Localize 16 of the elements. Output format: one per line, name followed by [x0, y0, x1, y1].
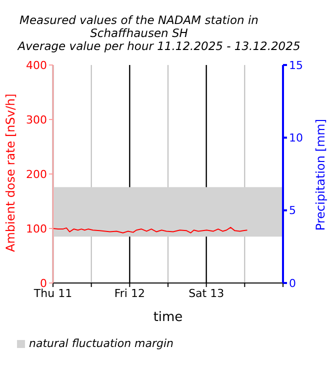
y2-axis-title: Precipitation [mm] [313, 119, 328, 231]
x-tick-label: Fri 12 [114, 286, 145, 300]
x-axis-title: time [153, 310, 183, 325]
y-tick-label: 400 [26, 58, 47, 72]
y-tick-label: 200 [26, 168, 47, 181]
y2-tick-label: 10 [289, 132, 303, 145]
y2-tick-label: 5 [289, 204, 296, 218]
y2-tick-label: 15 [289, 58, 303, 72]
y-tick-label: 300 [26, 113, 47, 126]
chart-title: Measured values of the NADAM station in Schaffhausen SH [18, 13, 260, 40]
y-axis-title: Ambient dose rate [nSv/h] [3, 94, 18, 252]
y2-tick-label: 0 [289, 276, 296, 290]
chart-subtitle: Average value per hour 11.12.2025 - 13.12.2025 [16, 39, 302, 53]
legend-label: natural fluctuation margin [29, 337, 174, 350]
y-tick-label: 100 [26, 222, 47, 236]
x-tick-label: Sat 13 [188, 286, 224, 300]
